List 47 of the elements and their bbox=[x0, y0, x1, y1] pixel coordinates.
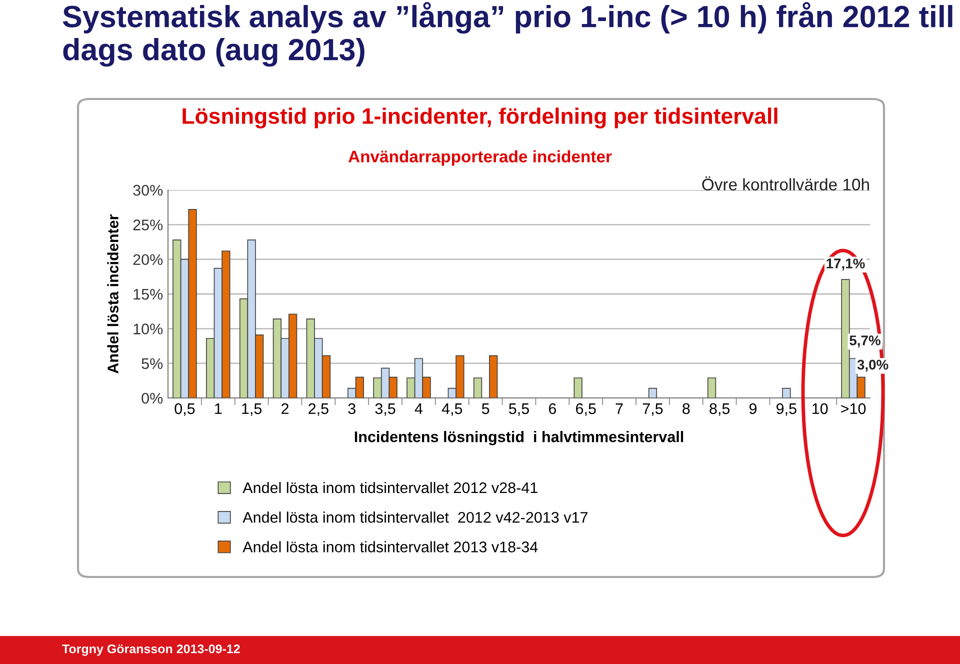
y-tick-label: 20% bbox=[133, 254, 163, 266]
x-tick-label: 8 bbox=[682, 403, 690, 414]
y-tick-label: 15% bbox=[134, 288, 163, 300]
bar bbox=[574, 377, 582, 398]
legend-label: Andel lösta inom tidsintervallet 2013 v18-34 bbox=[242, 541, 538, 552]
x-tick-label: 5 bbox=[482, 403, 490, 414]
legend-label: Andel lösta inom tidsintervallet 2012 v42-2013 v17 bbox=[242, 512, 588, 523]
x-tick-label: >10 bbox=[841, 403, 866, 414]
legend-label: Andel lösta inom tidsintervallet 2012 v28-41 bbox=[242, 482, 538, 494]
x-tick-label: 4 bbox=[414, 403, 423, 414]
y-tick-label: 30% bbox=[133, 184, 163, 196]
data-label: 5,7% bbox=[850, 336, 880, 348]
x-tick-label: 9,5 bbox=[776, 403, 796, 416]
bar bbox=[707, 377, 716, 398]
y-tick-label: 0% bbox=[142, 392, 163, 404]
bar bbox=[782, 388, 791, 398]
text: Användarrapporterade incidenter bbox=[348, 150, 612, 166]
x-tick-label: 8,5 bbox=[710, 403, 730, 416]
x-axis-title: Incidentens lösningstid i halvtimmesintervall bbox=[354, 430, 684, 446]
y-tick-label: 25% bbox=[133, 220, 163, 230]
text: Torgny Göransson 2013-09-12 bbox=[62, 644, 240, 656]
chart-subtitle: Lösningstid prio 1-incidenter, fördelning per tidsintervall bbox=[182, 108, 778, 128]
x-tick-label: 9 bbox=[749, 403, 757, 414]
x-tick-label: 3,5 bbox=[375, 403, 396, 416]
y-tick-label: 5% bbox=[142, 358, 163, 370]
x-tick-label: 6 bbox=[548, 403, 556, 414]
data-label: 3,0% bbox=[857, 360, 888, 372]
x-tick-label: 5,5 bbox=[508, 403, 529, 416]
x-tick-label: 3 bbox=[348, 403, 356, 414]
chart-title: Systematisk analys av ”långa” prio 1-inc (> 10 h) från 2012 till dags dato (aug 2013) bbox=[62, 2, 952, 67]
x-tick-label: 1 bbox=[215, 403, 222, 414]
bar bbox=[648, 388, 658, 398]
x-tick-label: 6,5 bbox=[576, 403, 596, 416]
x-tick-label: 2 bbox=[282, 403, 288, 414]
x-tick-label: 1,5 bbox=[242, 403, 262, 416]
bar bbox=[489, 355, 498, 398]
bar bbox=[473, 377, 482, 398]
x-tick-label: 2,5 bbox=[308, 403, 328, 416]
x-tick-label: 7 bbox=[616, 403, 623, 414]
annotation: Övre kontrollvärde 10h bbox=[702, 176, 869, 190]
y-axis-title: Andel lösta incidenter bbox=[107, 214, 118, 374]
x-tick-label: 4,5 bbox=[442, 403, 462, 416]
x-tick-label: 0,5 bbox=[174, 403, 195, 416]
x-tick-label: 7,5 bbox=[642, 403, 663, 416]
x-tick-label: 10 bbox=[812, 403, 828, 414]
data-label: 17,1% bbox=[826, 258, 865, 270]
y-tick-label: 10% bbox=[134, 324, 163, 334]
